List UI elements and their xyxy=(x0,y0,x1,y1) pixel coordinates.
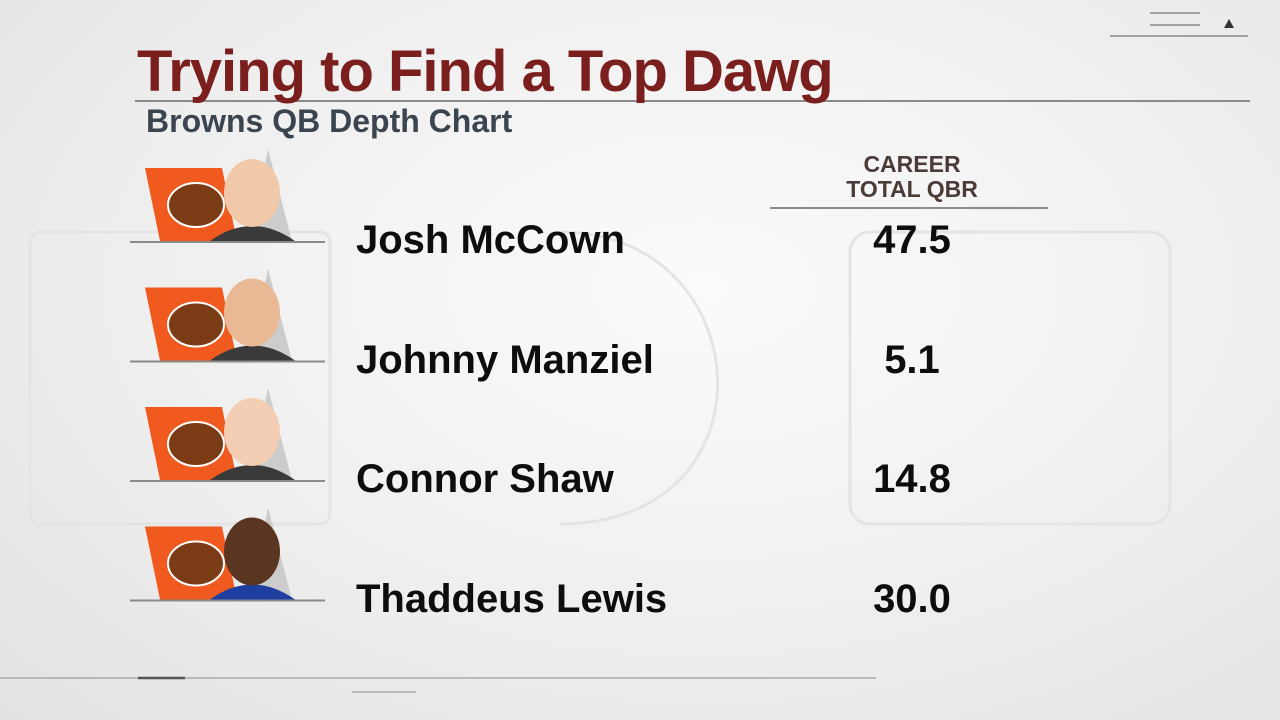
player-shoulders xyxy=(210,226,295,241)
team-logo xyxy=(130,149,325,243)
player-shoulders xyxy=(210,584,295,600)
team-logo xyxy=(130,268,325,363)
team-logo xyxy=(130,507,325,602)
helmet xyxy=(167,182,225,228)
qbr-value: 5.1 xyxy=(884,337,940,382)
helmet xyxy=(167,540,225,587)
player-name: Johnny Manziel xyxy=(356,337,654,382)
player-shoulders xyxy=(210,345,295,361)
player-head xyxy=(224,159,280,227)
player-name: Connor Shaw xyxy=(356,457,614,501)
helmet xyxy=(167,301,225,348)
qbr-value: 47.5 xyxy=(873,218,951,262)
team-logo xyxy=(130,388,325,482)
player-name: Josh McCown xyxy=(356,218,625,262)
qbr-value: 30.0 xyxy=(873,576,951,621)
player-head xyxy=(224,278,280,347)
title: Trying to Find a Top Dawg xyxy=(137,39,834,104)
player-head xyxy=(224,398,280,466)
qbr-value: 14.8 xyxy=(873,457,951,501)
column-header: CAREER TOTAL QBR xyxy=(846,151,978,202)
helmet xyxy=(167,421,225,467)
subtitle: Browns QB Depth Chart xyxy=(146,103,513,139)
player-name: Thaddeus Lewis xyxy=(356,576,668,621)
player-head xyxy=(224,517,280,586)
player-shoulders xyxy=(210,465,295,480)
